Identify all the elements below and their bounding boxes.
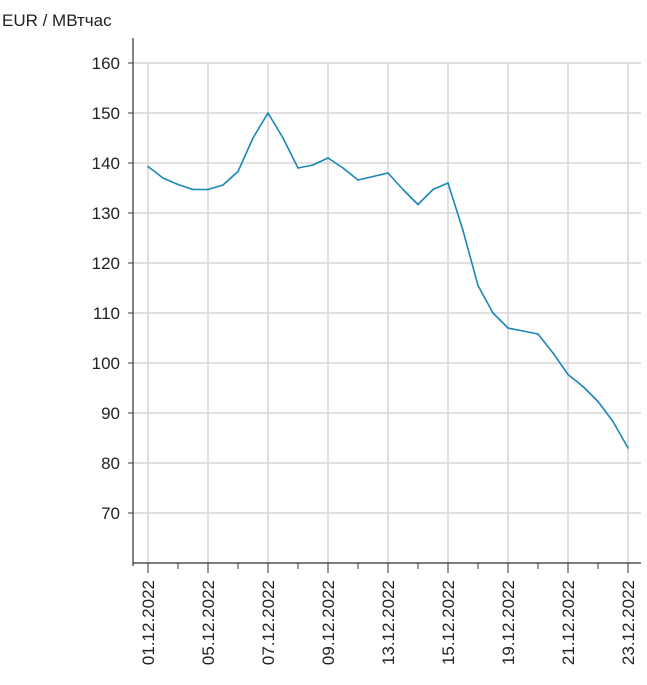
y-tick-label: 70 bbox=[101, 504, 120, 523]
data-point bbox=[522, 330, 524, 332]
data-point bbox=[237, 170, 239, 173]
data-point bbox=[567, 373, 569, 376]
y-tick-label: 160 bbox=[92, 54, 120, 73]
data-point bbox=[252, 137, 254, 139]
data-point bbox=[372, 175, 374, 178]
data-point bbox=[597, 400, 599, 403]
data-point bbox=[342, 167, 344, 169]
y-tick-label: 140 bbox=[92, 154, 120, 173]
y-tick-label: 120 bbox=[92, 254, 120, 273]
x-tick-label: 13.12.2022 bbox=[379, 580, 398, 665]
y-tick-label: 110 bbox=[93, 304, 120, 323]
data-point bbox=[492, 312, 494, 314]
x-tick-label: 07.12.2022 bbox=[259, 580, 278, 665]
x-tick-label: 09.12.2022 bbox=[319, 580, 338, 665]
data-point bbox=[162, 177, 164, 179]
data-point bbox=[582, 385, 584, 388]
x-tick-label: 05.12.2022 bbox=[199, 580, 218, 665]
data-point bbox=[357, 179, 359, 181]
y-tick-label: 90 bbox=[101, 404, 120, 423]
x-tick-label: 23.12.2022 bbox=[619, 580, 638, 665]
data-point bbox=[627, 447, 629, 449]
data-point bbox=[267, 112, 269, 114]
data-point bbox=[612, 420, 614, 423]
data-point bbox=[327, 157, 329, 159]
data-point bbox=[447, 182, 449, 184]
data-point bbox=[552, 352, 554, 354]
y-tick-label: 80 bbox=[101, 454, 120, 473]
data-point bbox=[192, 188, 194, 191]
x-tick-label: 01.12.2022 bbox=[139, 580, 158, 665]
data-point bbox=[402, 188, 404, 191]
data-point bbox=[387, 172, 389, 174]
x-tick-label: 19.12.2022 bbox=[499, 580, 518, 665]
data-point bbox=[477, 284, 479, 287]
data-point bbox=[177, 183, 179, 186]
y-tick-label: 100 bbox=[92, 354, 120, 373]
x-tick-label: 21.12.2022 bbox=[559, 580, 578, 665]
data-point bbox=[312, 164, 314, 166]
data-point bbox=[147, 165, 149, 168]
data-point bbox=[207, 188, 209, 191]
y-tick-label: 150 bbox=[92, 104, 120, 123]
x-tick-label: 15.12.2022 bbox=[439, 580, 458, 665]
data-point bbox=[537, 333, 539, 335]
data-point bbox=[222, 184, 224, 186]
data-point bbox=[417, 203, 419, 206]
data-point bbox=[507, 327, 509, 329]
data-point bbox=[432, 188, 434, 191]
data-point bbox=[297, 167, 299, 169]
data-point bbox=[282, 137, 284, 139]
data-point bbox=[462, 229, 464, 232]
y-tick-label: 130 bbox=[92, 204, 120, 223]
y-axis-label: EUR / МВтчас bbox=[2, 11, 112, 30]
